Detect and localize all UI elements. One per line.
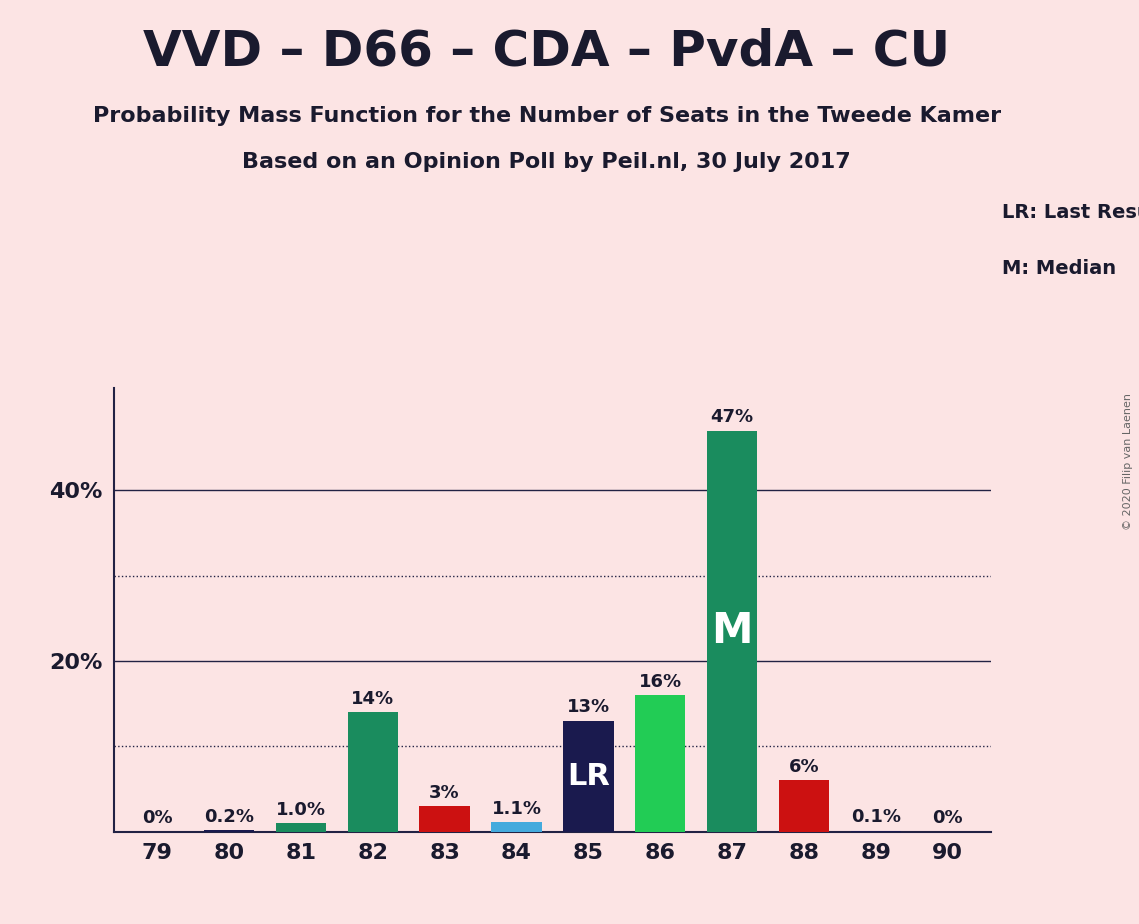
Text: 0%: 0%	[141, 809, 172, 827]
Text: 0.2%: 0.2%	[204, 808, 254, 826]
Bar	[347, 712, 398, 832]
Text: 3%: 3%	[429, 784, 460, 802]
Text: 0.1%: 0.1%	[851, 808, 901, 826]
Bar	[779, 781, 829, 832]
Bar	[563, 721, 614, 832]
Text: 14%: 14%	[351, 690, 394, 708]
Text: M: M	[712, 610, 753, 652]
Text: © 2020 Filip van Laenen: © 2020 Filip van Laenen	[1123, 394, 1133, 530]
Text: VVD – D66 – CDA – PvdA – CU: VVD – D66 – CDA – PvdA – CU	[144, 28, 950, 76]
Text: Based on an Opinion Poll by Peil.nl, 30 July 2017: Based on an Opinion Poll by Peil.nl, 30 …	[243, 152, 851, 173]
Text: 47%: 47%	[711, 408, 754, 427]
Bar	[419, 806, 469, 832]
Bar	[636, 695, 686, 832]
Text: Probability Mass Function for the Number of Seats in the Tweede Kamer: Probability Mass Function for the Number…	[92, 106, 1001, 127]
Text: 1.0%: 1.0%	[276, 801, 326, 819]
Text: LR: Last Result: LR: Last Result	[1002, 203, 1139, 223]
Text: LR: LR	[567, 761, 609, 791]
Text: 0%: 0%	[933, 809, 964, 827]
Bar	[276, 823, 326, 832]
Text: 16%: 16%	[639, 673, 682, 691]
Text: 1.1%: 1.1%	[491, 800, 541, 818]
Bar	[491, 822, 542, 832]
Text: 6%: 6%	[788, 759, 819, 776]
Bar	[204, 830, 254, 832]
Bar	[707, 431, 757, 832]
Text: M: Median: M: Median	[1002, 259, 1116, 278]
Text: 13%: 13%	[567, 699, 609, 716]
